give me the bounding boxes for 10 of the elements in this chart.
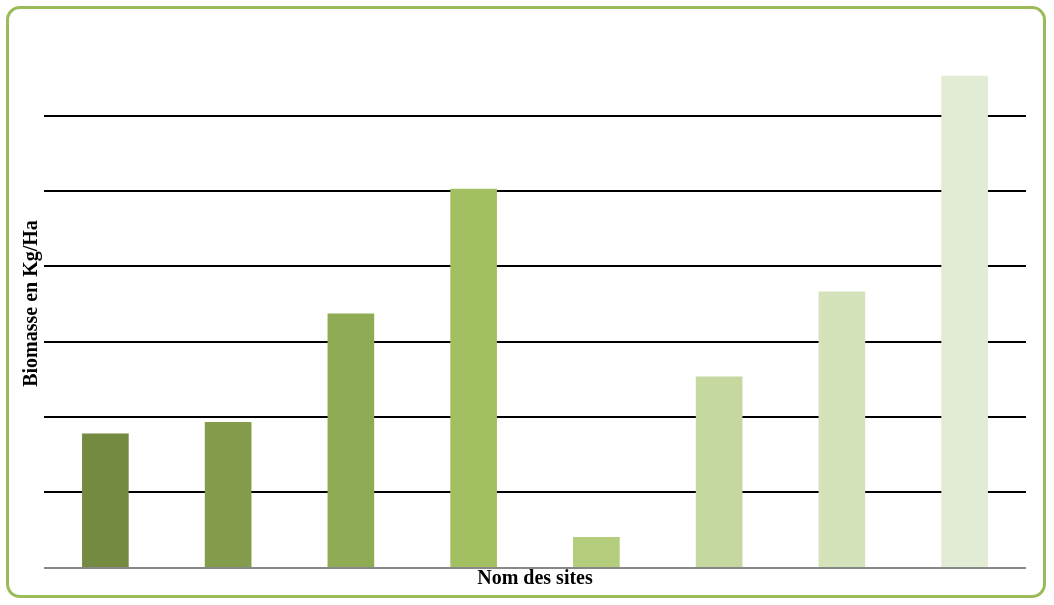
bar — [450, 188, 497, 567]
bar — [695, 376, 743, 567]
bar — [941, 75, 988, 567]
bar — [573, 537, 620, 567]
bar — [818, 291, 866, 567]
x-axis-title: Nom des sites — [477, 566, 593, 589]
bar — [204, 422, 252, 567]
bar — [82, 433, 129, 567]
bar — [327, 313, 375, 567]
y-axis-title: Biomasse en Kg/Ha — [18, 220, 42, 387]
